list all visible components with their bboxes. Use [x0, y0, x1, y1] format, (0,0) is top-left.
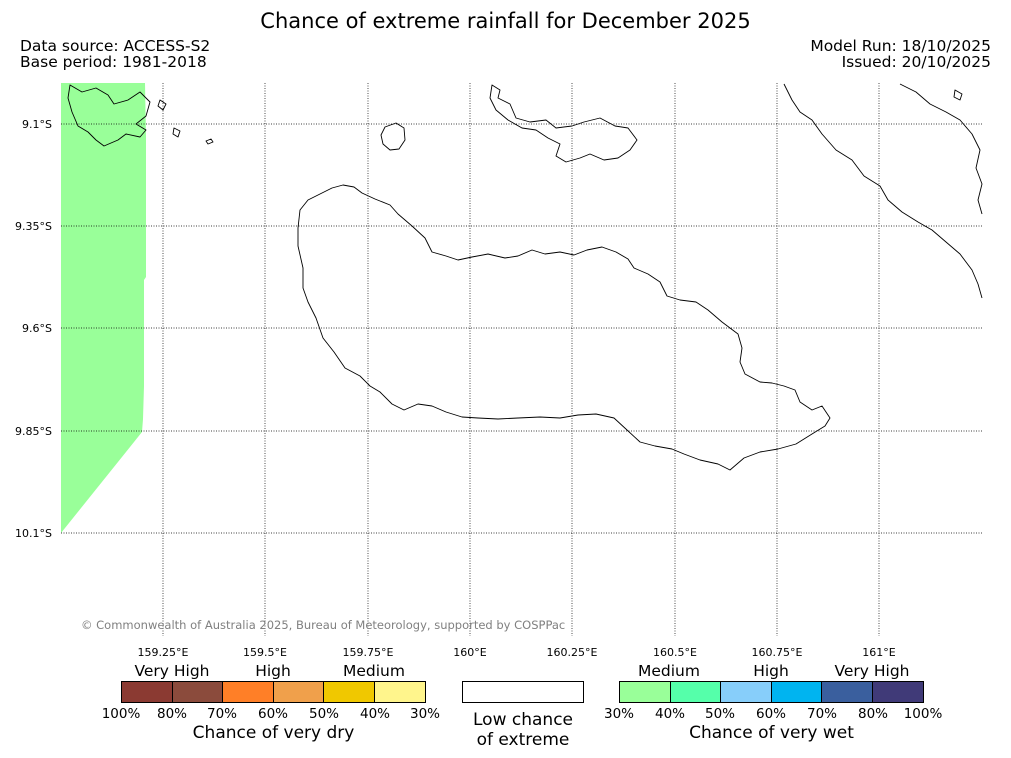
- coastlines: [67, 83, 983, 471]
- wet-tick-80: 80%: [857, 706, 888, 722]
- wet-swatch-1: [620, 682, 671, 702]
- dry-swatch-5: [324, 682, 375, 702]
- lat-label-9.1: 9.1°S: [22, 118, 52, 131]
- coastline-guadalcanal: [297, 184, 831, 471]
- lon-label-161: 161°E: [862, 646, 896, 659]
- wet-swatch-6: [872, 682, 923, 702]
- map-panel: [61, 83, 983, 636]
- dry-swatch-4: [273, 682, 324, 702]
- low-chance-swatch: [462, 681, 584, 703]
- lat-gridlines: [61, 123, 982, 534]
- base-period: Base period: 1981-2018: [20, 53, 207, 71]
- model-run-info: Model Run: 18/10/2025 Issued: 20/10/2025: [810, 38, 991, 70]
- coastline-islet-nw2: [172, 127, 181, 138]
- dry-swatch-1: [122, 682, 173, 702]
- low-chance-line2: of extreme: [476, 730, 570, 750]
- wet-colorbar: [619, 681, 924, 703]
- wet-tick-40: 40%: [654, 706, 685, 722]
- coastline-florida-islands: [489, 84, 638, 163]
- wet-swatch-2: [670, 682, 721, 702]
- data-source-info: Data source: ACCESS-S2 Base period: 1981…: [20, 38, 210, 70]
- wet-group-high: High: [753, 662, 789, 680]
- dry-legend-title: Chance of very dry: [192, 723, 355, 743]
- lat-label-9.85: 9.85°S: [15, 425, 52, 438]
- dry-tick-50: 50%: [308, 706, 339, 722]
- dry-swatch-2: [172, 682, 223, 702]
- dry-tick-30: 30%: [409, 706, 440, 722]
- low-chance-label: Low chance of extreme: [440, 710, 606, 750]
- wet-tick-70: 70%: [806, 706, 837, 722]
- wet-legend-title: Chance of very wet: [689, 723, 854, 743]
- lat-label-10.1: 10.1°S: [15, 527, 52, 540]
- lon-label-160.5: 160.5°E: [653, 646, 697, 659]
- lat-label-9.35: 9.35°S: [15, 220, 52, 233]
- wet-swatch-5: [822, 682, 873, 702]
- wet-tick-100: 100%: [903, 706, 943, 722]
- dry-tick-40: 40%: [359, 706, 390, 722]
- dry-swatch-6: [374, 682, 425, 702]
- wet-group-medium: Medium: [638, 662, 700, 680]
- dry-tick-100: 100%: [101, 706, 141, 722]
- dry-colorbar: [121, 681, 426, 703]
- data-source: Data source: ACCESS-S2: [20, 37, 211, 55]
- coastline-northwest-islands: [67, 84, 151, 147]
- copyright-notice: © Commonwealth of Australia 2025, Bureau…: [81, 618, 566, 632]
- coastline-malaita-north: [899, 83, 983, 215]
- dry-group-high: High: [255, 662, 291, 680]
- lon-label-160: 160°E: [453, 646, 487, 659]
- lon-gridlines: [162, 83, 880, 636]
- coastline-islet-east: [953, 89, 963, 101]
- dry-tick-60: 60%: [257, 706, 288, 722]
- lon-label-160.25: 160.25°E: [546, 646, 598, 659]
- lat-label-9.6: 9.6°S: [22, 322, 52, 335]
- lon-label-159.5: 159.5°E: [243, 646, 287, 659]
- dry-group-very-high: Very High: [134, 662, 210, 680]
- dry-tick-80: 80%: [156, 706, 187, 722]
- coastline-islet: [380, 122, 406, 151]
- low-chance-line1: Low chance: [473, 710, 573, 730]
- lon-label-159.25: 159.25°E: [137, 646, 189, 659]
- coastline-islet-small: [205, 138, 214, 145]
- dry-swatch-3: [223, 682, 274, 702]
- wet-tick-50: 50%: [704, 706, 735, 722]
- coastline-islet-nw: [157, 99, 167, 111]
- model-run: Model Run: 18/10/2025: [810, 37, 991, 55]
- wet-swatch-4: [771, 682, 822, 702]
- coastline-malaita: [783, 83, 983, 299]
- wet-tick-30: 30%: [603, 706, 634, 722]
- lon-label-160.75: 160.75°E: [751, 646, 803, 659]
- wet-swatch-3: [721, 682, 772, 702]
- dry-tick-70: 70%: [206, 706, 237, 722]
- dry-group-medium: Medium: [343, 662, 405, 680]
- wet-group-very-high: Very High: [834, 662, 910, 680]
- wet-medium-region: [61, 83, 146, 533]
- lon-label-159.75: 159.75°E: [342, 646, 394, 659]
- chart-title: Chance of extreme rainfall for December …: [260, 9, 751, 33]
- issued-date: Issued: 20/10/2025: [841, 53, 991, 71]
- wet-tick-60: 60%: [755, 706, 786, 722]
